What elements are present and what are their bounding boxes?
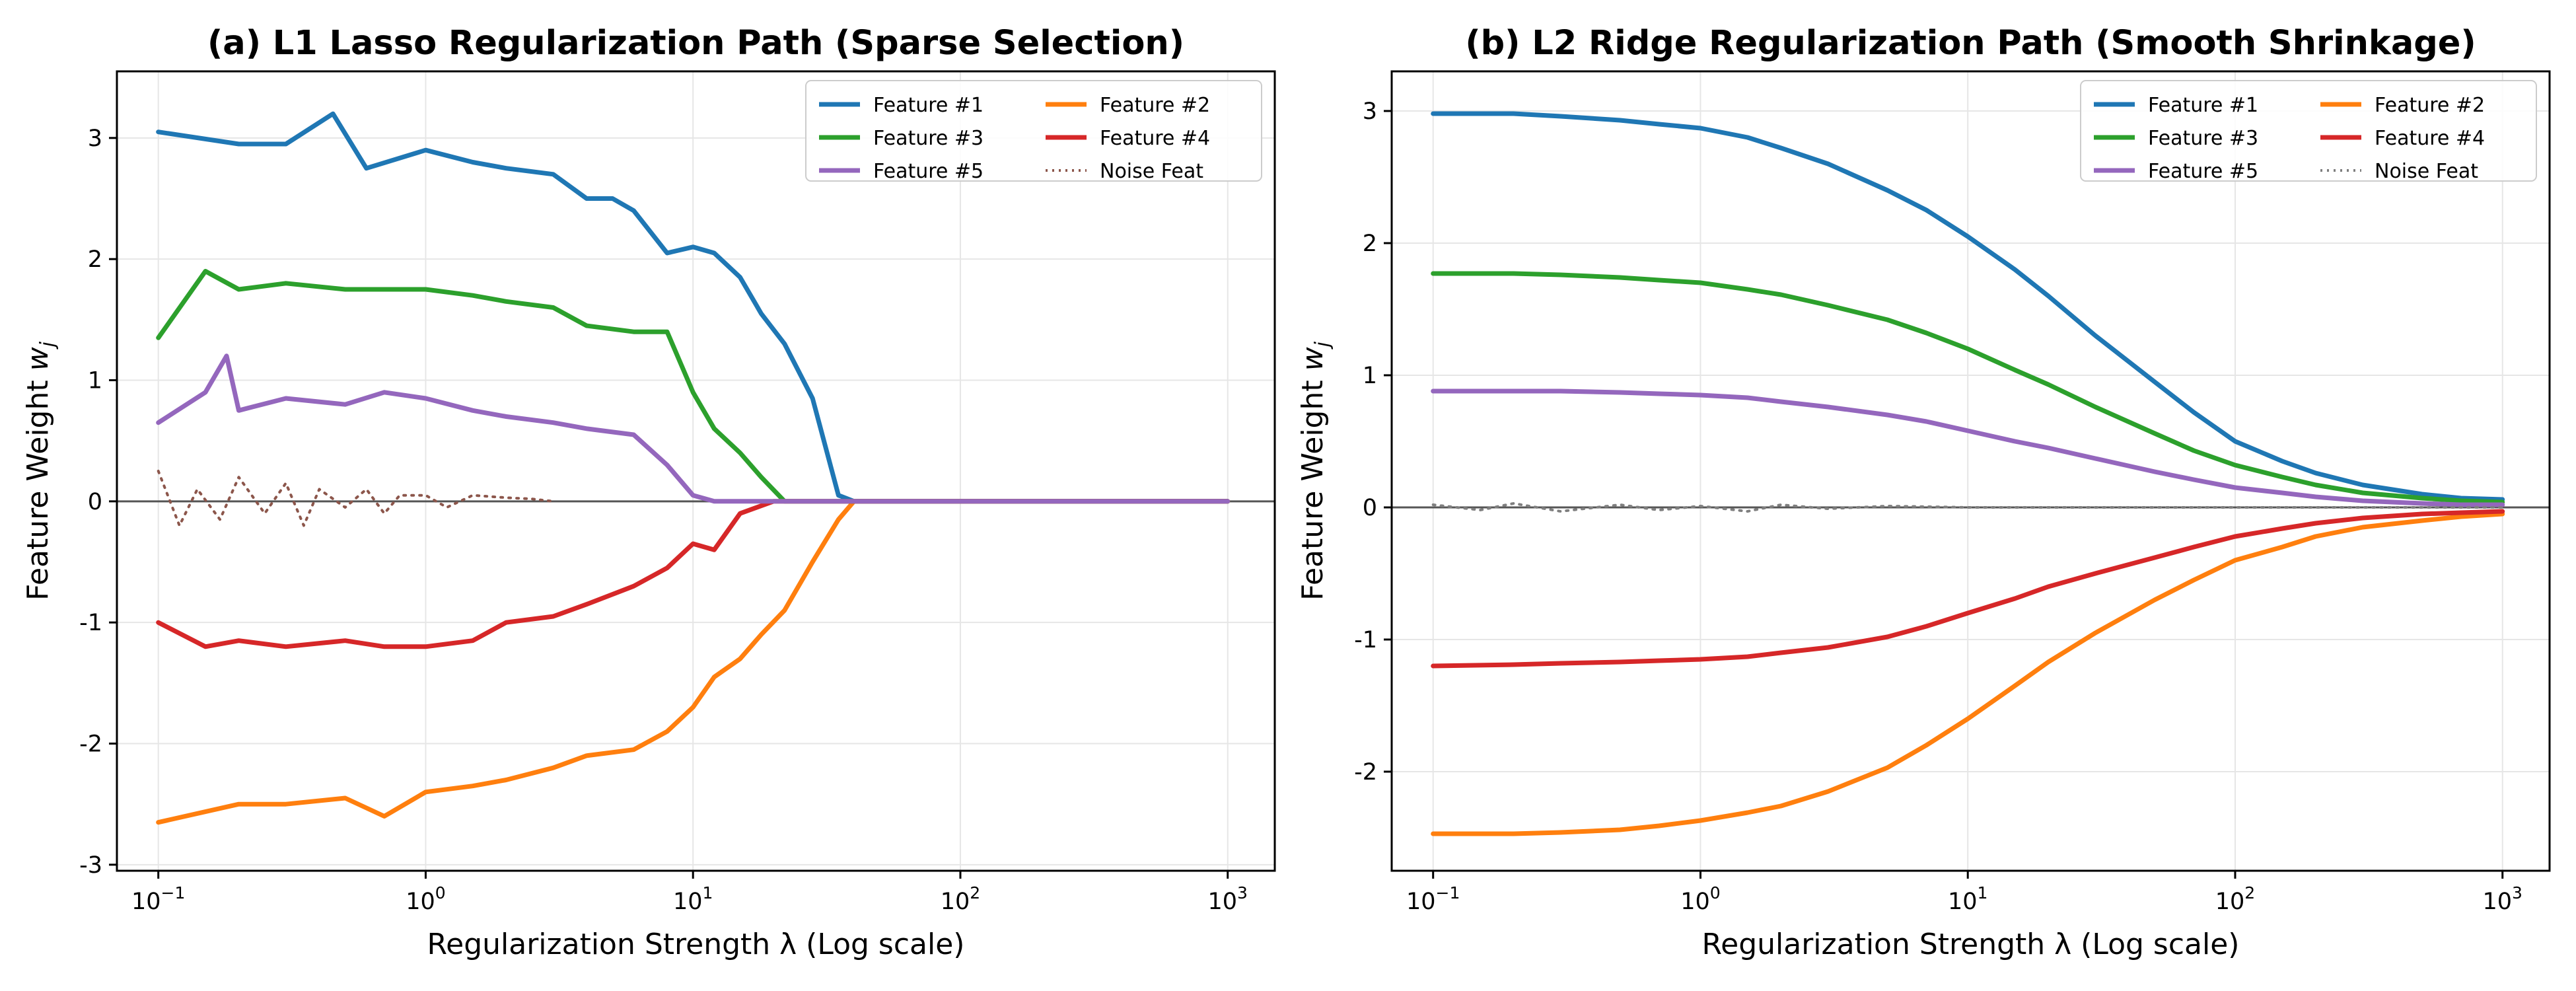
legend-box (805, 80, 1262, 182)
panel-lasso: 10−1 100 101 102 103 -3 -2 -1 0 1 2 3 (a) L1 Lasso R… (21, 24, 1276, 961)
x-tick-label: 101 (673, 883, 713, 915)
legend-label: Feature #1 (873, 94, 984, 117)
legend-label: Feature #5 (873, 160, 984, 183)
y-tick-label: 1 (88, 368, 102, 394)
legend-label: Feature #5 (2148, 160, 2258, 183)
y-tick-label: -2 (79, 731, 102, 758)
series-line-feature-3 (156, 269, 1231, 504)
legend-label: Feature #3 (873, 127, 984, 150)
legend-label: Feature #4 (2375, 127, 2485, 150)
legend-label: Noise Feat (1100, 160, 1203, 183)
y-tick-label: 2 (1363, 231, 1377, 257)
series-line-feature-1 (1431, 111, 2505, 502)
panel-ridge: 10−1 100 101 102 103 -2 -1 0 1 2 3 (b) L2 Ridge Reg… (1296, 24, 2551, 961)
x-tick-label: 102 (2215, 883, 2255, 915)
series-line-feature-5 (1431, 388, 2505, 507)
series-line-noise-feat (1431, 502, 2504, 513)
legend-label: Noise Feat (2375, 160, 2478, 183)
y-tick-label: 2 (88, 246, 102, 273)
y-axis-label: Feature Weight wj (21, 341, 59, 601)
y-tick-label: -3 (79, 852, 102, 879)
series-line-noise-feat (157, 470, 555, 527)
x-tick-label: 101 (1948, 883, 1987, 915)
legend-box (2080, 80, 2537, 182)
series-line-feature-1 (156, 111, 1231, 504)
plot-frame (1390, 70, 2551, 872)
plot-frame (116, 70, 1276, 872)
legend-label: Feature #2 (1100, 94, 1210, 117)
y-tick-label: 1 (1363, 363, 1377, 389)
series-line-feature-2 (156, 499, 1231, 825)
y-tick-label: -1 (79, 610, 102, 636)
series-line-feature-5 (156, 353, 1231, 504)
legend-label: Feature #1 (2148, 94, 2258, 117)
x-axis-label: Regularization Strength λ (Log scale) (1702, 928, 2240, 961)
legend: Feature #1 Feature #2 Feature #3 Feature #4… (2080, 80, 2537, 183)
x-tick-label: 103 (2482, 883, 2522, 915)
y-tick-label: -1 (1354, 627, 1377, 653)
x-tick-label: 103 (1207, 883, 1247, 915)
y-tick-label: 0 (88, 489, 102, 515)
x-tick-label: 10−1 (1406, 883, 1460, 915)
y-tick-label: 3 (1363, 98, 1377, 125)
legend: Feature #1 Feature #2 Feature #3 Feature #4… (805, 80, 1262, 183)
x-tick-label: 100 (1680, 883, 1720, 915)
x-tick-label: 10−1 (131, 883, 185, 915)
x-tick-label: 100 (406, 883, 445, 915)
series-line-feature-2 (1431, 511, 2505, 836)
chart-title: (a) L1 Lasso Regularization Path (Sparse… (207, 24, 1184, 63)
y-tick-label: 0 (1363, 495, 1377, 521)
y-tick-label: 3 (88, 126, 102, 152)
legend-label: Feature #3 (2148, 127, 2258, 150)
y-axis-label: Feature Weight wj (1296, 341, 1334, 601)
chart-title: (b) L2 Ridge Regularization Path (Smooth… (1465, 24, 2476, 63)
legend-label: Feature #2 (2375, 94, 2485, 117)
y-tick-label: -2 (1354, 759, 1377, 786)
x-axis-label: Regularization Strength λ (Log scale) (427, 928, 965, 961)
legend-label: Feature #4 (1100, 127, 1210, 150)
series-line-feature-3 (1431, 271, 2505, 505)
series-line-feature-4 (1431, 509, 2505, 669)
x-tick-label: 102 (941, 883, 980, 915)
